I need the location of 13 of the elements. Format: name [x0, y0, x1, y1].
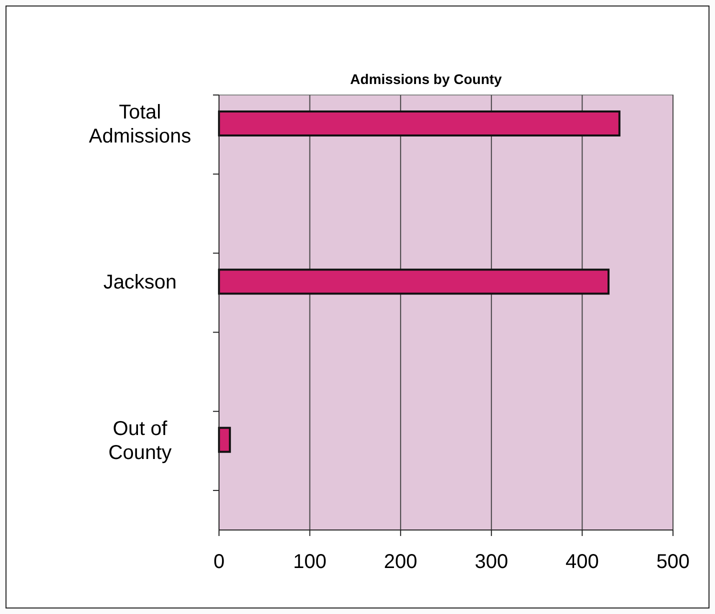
- y-tick-label: Total Admissions: [88, 101, 192, 148]
- bar: [218, 268, 610, 295]
- y-tick-label: Out of County: [108, 418, 172, 464]
- x-tick-label: 500: [656, 551, 690, 573]
- bar: [218, 110, 620, 136]
- x-tick-label: 200: [384, 551, 418, 573]
- x-tick-label: 100: [293, 551, 326, 573]
- y-tick-label: Jackson: [103, 272, 177, 294]
- x-tick-label: 400: [566, 551, 599, 573]
- chart-title: Admissions by County: [350, 71, 502, 87]
- x-tick-label: 300: [474, 551, 508, 573]
- x-tick-label: 0: [213, 551, 225, 573]
- bar: [218, 426, 231, 453]
